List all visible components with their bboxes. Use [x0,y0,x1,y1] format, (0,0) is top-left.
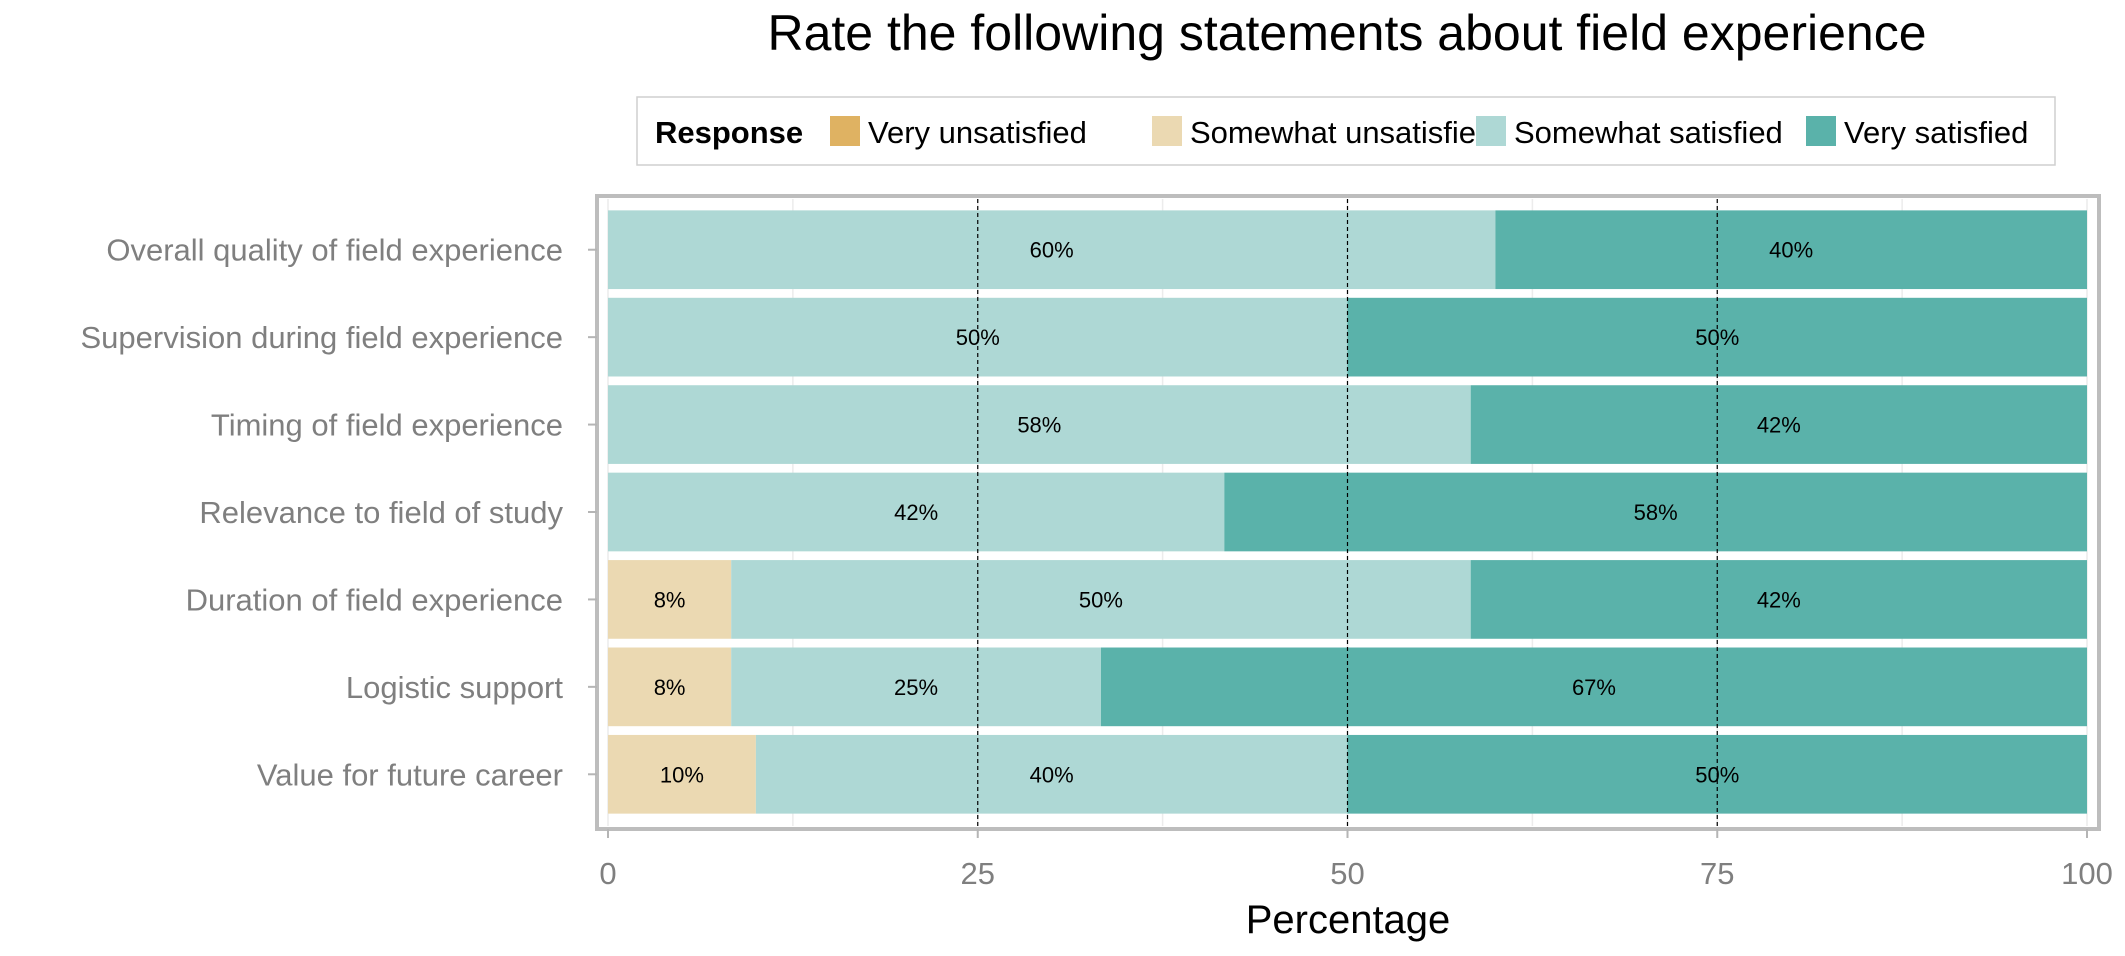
category-label: Timing of field experience [211,408,563,443]
x-tick-label: 25 [961,856,995,891]
bar-segment [731,647,1101,727]
data-label: 67% [1572,675,1616,700]
category-label: Supervision during field experience [80,320,563,355]
category-label: Relevance to field of study [199,495,563,530]
value-axis: 0 25 50 75 100 [599,829,2113,891]
legend-swatch-3 [1476,116,1506,146]
bars [608,210,2087,814]
data-label: 40% [1769,238,1813,263]
legend-swatch-1 [830,116,860,146]
plot-panel: 60% 40% 50% 50% 58% 42% 42% 58% 8% 50% 42% 8% 25% 67%… [595,194,2101,831]
legend-label-2: Somewhat unsatisfied [1190,115,1493,150]
legend-label-3: Somewhat satisfied [1514,115,1783,150]
data-label: 60% [1030,238,1074,263]
data-label: 58% [1634,500,1678,525]
bar-segment [608,560,732,639]
legend-swatch-2 [1152,116,1182,146]
data-label: 25% [894,675,938,700]
legend-label-1: Very unsatisfied [868,115,1087,150]
category-label: Logistic support [346,670,564,705]
data-label: 50% [956,325,1000,350]
data-label: 8% [654,675,686,700]
category-axis: Overall quality of field experience Super… [80,233,597,792]
x-tick-label: 100 [2061,856,2113,891]
legend-swatch-4 [1806,116,1836,146]
data-label: 42% [1757,413,1801,438]
legend-label-4: Very satisfied [1844,115,2028,150]
data-label: 42% [1757,587,1801,612]
data-label: 42% [894,500,938,525]
data-label: 58% [1017,413,1061,438]
bar-segment [608,734,756,814]
data-label: 10% [660,762,704,787]
legend-title: Response [655,115,803,150]
bar-segment [1495,210,2087,290]
data-label: 50% [1695,762,1739,787]
data-label: 50% [1695,325,1739,350]
category-label: Overall quality of field experience [106,233,563,268]
bar-segment [1100,647,2087,727]
data-label: 8% [654,587,686,612]
bar-segment [1470,560,2087,639]
chart-title: Rate the following statements about fiel… [767,5,1926,61]
data-label: 50% [1079,587,1123,612]
category-label: Duration of field experience [186,582,563,617]
x-tick-label: 75 [1700,856,1734,891]
category-label: Value for future career [257,757,563,792]
legend: Response Very unsatisfied Somewhat unsati… [636,96,2056,166]
bar-segment [1470,385,2087,464]
x-tick-label: 50 [1330,856,1364,891]
data-labels: 60% 40% 50% 50% 58% 42% 42% 58% 8% 50% 42% 8% 25% 67%… [654,238,1814,788]
bar-segment [608,472,1225,552]
data-label: 40% [1030,762,1074,787]
x-tick-label: 0 [599,856,616,891]
bar-segment [608,385,1471,464]
bar-segment [608,647,732,727]
bar-segment [755,734,1348,814]
bar-segment [1224,472,2087,552]
x-axis-title: Percentage [1246,898,1451,942]
